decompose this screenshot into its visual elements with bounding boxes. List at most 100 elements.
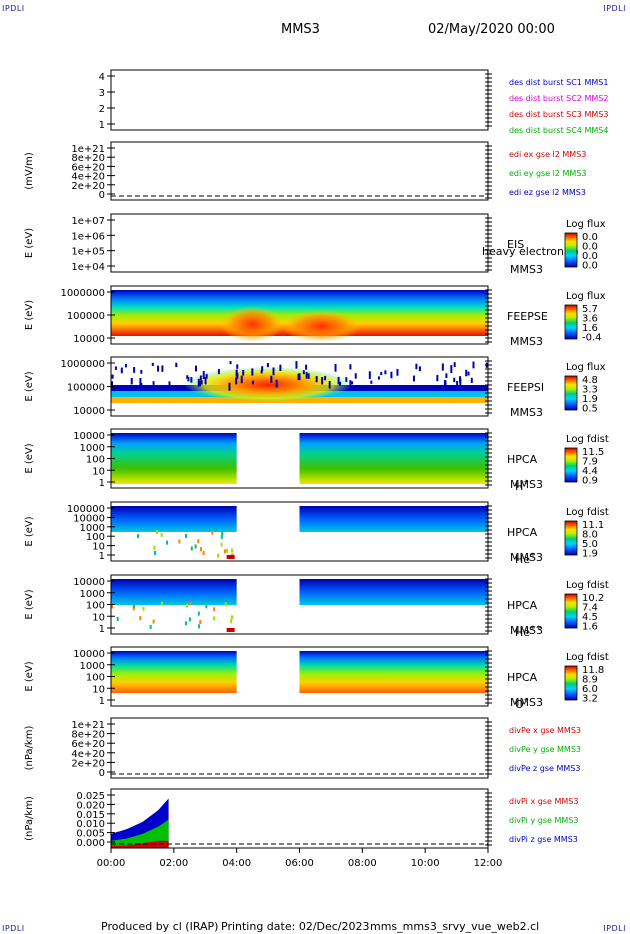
spectrogram-pixel — [194, 365, 197, 372]
y-tick-label: 100 — [86, 673, 105, 684]
y-tick-label: 1e+07 — [71, 216, 105, 227]
y-axis-label: E (eV) — [24, 516, 35, 546]
y-tick-label: 1000000 — [60, 288, 105, 299]
spectrogram-pixel — [351, 381, 354, 385]
y-axis-label: E (eV) — [24, 589, 35, 619]
spectrogram-pixel — [199, 620, 202, 625]
spectrogram-pixel — [190, 377, 193, 383]
spectrogram-band — [111, 397, 488, 403]
spectrogram-pixel — [111, 381, 114, 386]
spectrogram-pixel — [111, 374, 114, 379]
y-tick-label: 10000 — [73, 334, 105, 345]
species-label: H — [515, 480, 523, 493]
spectrogram-pixel — [139, 378, 142, 386]
colorbar-tick: 1.6 — [582, 323, 598, 334]
spectrogram-pixel — [175, 362, 178, 368]
spacecraft-label: MMS3 — [510, 696, 543, 709]
spectrogram-block — [111, 651, 237, 693]
panel-eis: 1e+07 1e+06 1e+05 1e+04 E (eV) EIS MMS3 heavy e… — [24, 213, 606, 276]
y-axis-label: E (eV) — [24, 300, 35, 330]
spectrogram-pixel — [231, 548, 234, 553]
y-tick-label: 1e+21 — [71, 720, 105, 731]
spectrogram-pixel — [197, 611, 200, 616]
spectrogram-pixel — [453, 377, 456, 383]
y-tick-label: 10000 — [73, 406, 105, 417]
instrument-label: FEEPSI — [507, 381, 544, 394]
colorbar-tick: 0.0 — [582, 251, 598, 262]
colorbar-tick: 5.7 — [582, 304, 598, 315]
colorbar-tick: 4.4 — [582, 466, 598, 477]
colorbar-title: Log fdist — [566, 434, 609, 445]
y-tick-label: 1e+04 — [71, 262, 105, 273]
colorbar-tick: 0.0 — [582, 242, 598, 253]
spectrogram-pixel — [465, 369, 468, 377]
species-charge: + — [530, 551, 536, 559]
colorbar-tick: 0.0 — [582, 261, 598, 272]
y-tick-label: 1 — [99, 624, 105, 635]
spectrogram-pixel — [370, 380, 373, 384]
spectrogram-pixel — [279, 364, 282, 371]
spectrogram-pixel — [202, 371, 205, 380]
spectrogram-pixel — [211, 530, 214, 535]
spectrogram-pixel — [213, 607, 216, 612]
corner-tag-top-right: IPDLI — [603, 4, 626, 13]
spectrogram-pixel — [441, 363, 444, 371]
y-tick-label: 2e+20 — [71, 758, 105, 769]
colorbar — [564, 665, 578, 701]
y-axis-label: E (eV) — [24, 228, 35, 258]
spectrogram-pixel — [230, 619, 233, 624]
spectrogram-pixel — [302, 370, 305, 375]
y-tick-label: 0.010 — [76, 819, 105, 830]
spectrogram-pixel — [295, 361, 298, 369]
y-tick-label: 6e+20 — [71, 739, 105, 750]
spectrogram-pixel — [133, 604, 136, 609]
spectrogram-pixel — [153, 545, 156, 550]
spectrogram-pixel — [200, 547, 203, 552]
colorbar-tick: 3.2 — [582, 694, 598, 705]
spectrogram-pixel — [139, 616, 142, 621]
spectrogram-block — [111, 506, 237, 532]
spectrogram-pixel — [224, 602, 227, 607]
spectrogram-pixel — [334, 364, 337, 372]
legend-entry: des dist burst SC3 MMS3 — [509, 110, 608, 119]
y-tick-label: 1e+21 — [71, 144, 105, 155]
y-tick-label: 10000 — [73, 513, 105, 524]
spectrogram-pixel — [168, 381, 171, 387]
spacecraft-label: MMS3 — [510, 551, 543, 564]
colorbar-tick: 11.1 — [582, 520, 604, 531]
spectrogram-pixel — [384, 370, 387, 375]
spectrogram-pixel — [368, 371, 371, 379]
spectrogram-pixel — [157, 365, 160, 372]
y-tick-label: 100 — [86, 532, 105, 543]
colorbar — [564, 232, 578, 268]
legend-entry: divPe x gse MMS3 — [509, 726, 581, 735]
y-tick-label: 1000000 — [60, 359, 105, 370]
spectrogram-pixel — [166, 540, 169, 545]
y-tick-label: 10 — [92, 684, 105, 695]
legend-entry: des dist burst SC1 MMS1 — [509, 78, 608, 87]
species-charge: ++ — [530, 624, 542, 632]
colorbar-tick: 4.8 — [582, 375, 598, 386]
spectrogram-pixel — [142, 606, 145, 611]
colorbar-title: Log fdist — [566, 507, 609, 518]
spectrogram-block — [299, 506, 488, 532]
date-title: 02/May/2020 00:00 — [428, 22, 555, 37]
colorbar-tick: 7.4 — [582, 603, 598, 614]
colorbar-tick: 1.9 — [582, 549, 598, 560]
spectrogram-pixel — [130, 377, 133, 385]
y-tick-label: 1000 — [80, 589, 105, 600]
spectrogram-block — [299, 651, 488, 693]
spectrogram-pixel — [380, 371, 383, 376]
y-axis-label: (nPa/km) — [24, 726, 35, 771]
colorbar-tick: 8.9 — [582, 675, 598, 686]
colorbar-title: Log flux — [566, 291, 606, 302]
spectrogram-hot-region — [183, 365, 354, 401]
y-tick-label: 100 — [86, 455, 105, 466]
spectrogram-pixel — [266, 363, 269, 368]
x-tick-label: 06:00 — [285, 858, 314, 869]
y-tick-label: 0.020 — [76, 800, 105, 811]
spacecraft-label: MMS3 — [510, 335, 543, 348]
y-tick-label: 10000 — [73, 649, 105, 660]
